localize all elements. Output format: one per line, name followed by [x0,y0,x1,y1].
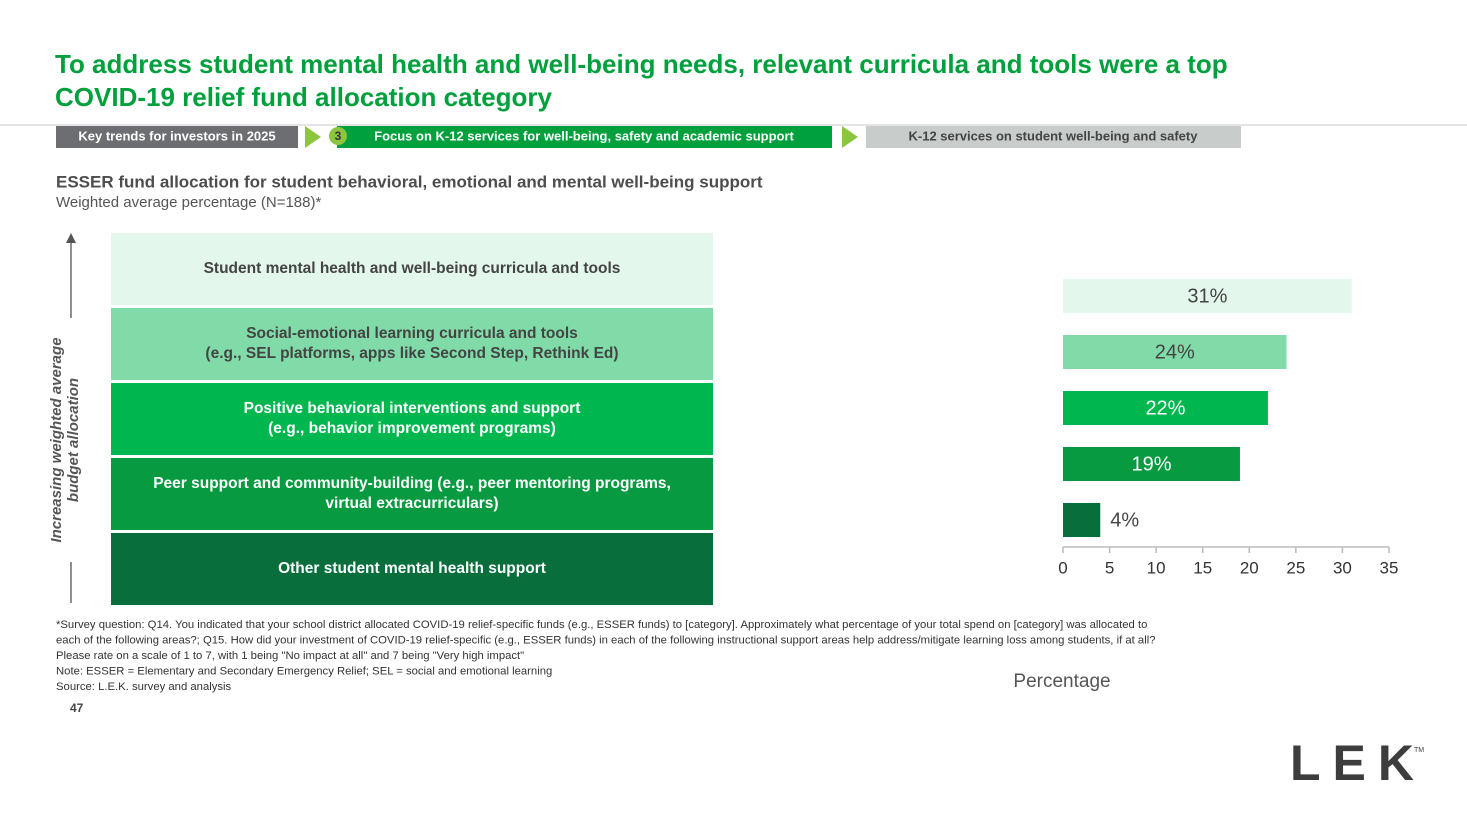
breadcrumb-arrow [842,126,858,148]
x-tick-label: 25 [1286,558,1305,577]
step-circle [329,127,347,145]
breadcrumb-arrow [305,126,321,148]
chart-title: ESSER fund allocation for student behavi… [56,172,763,191]
value-label: 4% [1110,509,1139,531]
breadcrumb-box [337,126,832,148]
category-box: Social-emotional learning curricula and … [111,308,713,380]
category-box: Student mental health and well-being cur… [111,233,713,305]
logo: LEK [1290,735,1426,791]
step-number: 3 [335,129,342,143]
slide-title: To address student mental health and wel… [55,49,1228,112]
value-label: 31% [1187,285,1227,307]
category-box: Peer support and community-building (e.g… [111,458,713,530]
bar [1063,391,1268,425]
bar [1063,335,1287,369]
x-tick-label: 20 [1240,558,1259,577]
x-tick-label: 5 [1105,558,1114,577]
bar [1063,279,1352,313]
footnote: Source: L.E.K. survey and analysis [56,681,232,693]
bar [1063,447,1240,481]
x-axis-label: Percentage [1013,671,1110,692]
axis-arrowhead [66,233,76,243]
x-tick-label: 15 [1193,558,1212,577]
breadcrumb-text: Key trends for investors in 2025 [78,128,275,143]
breadcrumb-box [866,126,1241,148]
logo-tm: TM [1414,747,1424,754]
category-box: Other student mental health support [111,533,713,605]
breadcrumb-text: Focus on K-12 services for well-being, s… [374,128,794,143]
value-label: 19% [1131,453,1171,475]
footnote: Note: ESSER = Elementary and Secondary E… [56,665,552,677]
footnote: each of the following areas?; Q15. How d… [56,634,1156,646]
value-label: 24% [1155,341,1195,363]
breadcrumb-box [56,126,298,148]
bar [1063,503,1101,537]
footnote: Please rate on a scale of 1 to 7, with 1… [56,650,524,662]
x-tick-label: 0 [1058,558,1067,577]
value-label: 22% [1145,397,1185,419]
x-tick-label: 30 [1333,558,1352,577]
category-box: Positive behavioral interventions and su… [111,383,713,455]
y-axis-label: Increasing weighted average budget alloc… [48,337,82,543]
chart-subtitle: Weighted average percentage (N=188)* [56,194,321,211]
x-tick-label: 35 [1380,558,1399,577]
x-tick-label: 10 [1147,558,1166,577]
page-number: 47 [70,701,84,715]
breadcrumb-text: K-12 services on student well-being and … [909,128,1199,143]
footnote: *Survey question: Q14. You indicated tha… [56,619,1147,631]
